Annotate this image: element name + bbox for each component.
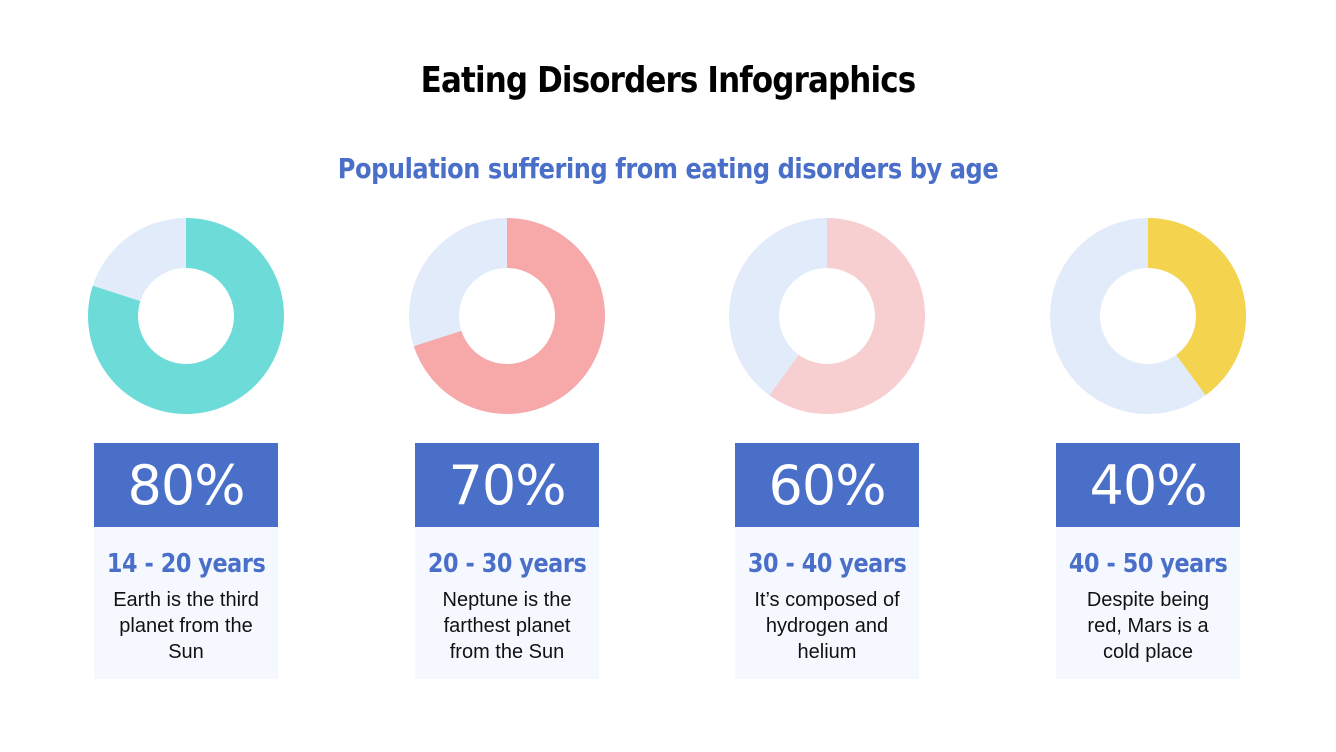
percent-box: 70% xyxy=(415,443,599,527)
donut-chart-3 xyxy=(729,218,925,414)
chart-subtitle: Population suffering from eating disorde… xyxy=(337,152,999,185)
donut-segment xyxy=(413,218,605,414)
description-text: Neptune is the farthest planet from the … xyxy=(442,589,572,663)
percent-box: 40% xyxy=(1056,443,1240,527)
description-box: 20 - 30 years Neptune is the farthest pl… xyxy=(415,527,599,679)
percent-box: 80% xyxy=(94,443,278,527)
age-range-label: 40 - 50 years xyxy=(1068,549,1228,579)
percent-box: 60% xyxy=(735,443,919,527)
description-box: 40 - 50 years Despite being red, Mars is… xyxy=(1056,527,1240,679)
donut-chart-2 xyxy=(409,218,605,414)
donut-chart-1 xyxy=(87,218,284,414)
description-box: 30 - 40 years It’s composed of hydrogen … xyxy=(735,527,919,679)
age-range-label: 14 - 20 years xyxy=(106,549,266,579)
donut-segment xyxy=(769,218,925,414)
description-text: It’s composed of hydrogen and helium xyxy=(754,589,900,663)
description-box: 14 - 20 years Earth is the third planet … xyxy=(94,527,278,679)
description-text: Earth is the third planet from the Sun xyxy=(113,589,259,663)
donut-segment xyxy=(1148,218,1246,396)
donut-segment xyxy=(87,218,284,414)
donut-chart-4 xyxy=(1050,218,1246,414)
age-range-label: 30 - 40 years xyxy=(747,549,907,579)
age-range-label: 20 - 30 years xyxy=(427,549,587,579)
description-text: Despite being red, Mars is a cold place xyxy=(1086,589,1210,663)
page-title: Eating Disorders Infographics xyxy=(420,60,916,101)
